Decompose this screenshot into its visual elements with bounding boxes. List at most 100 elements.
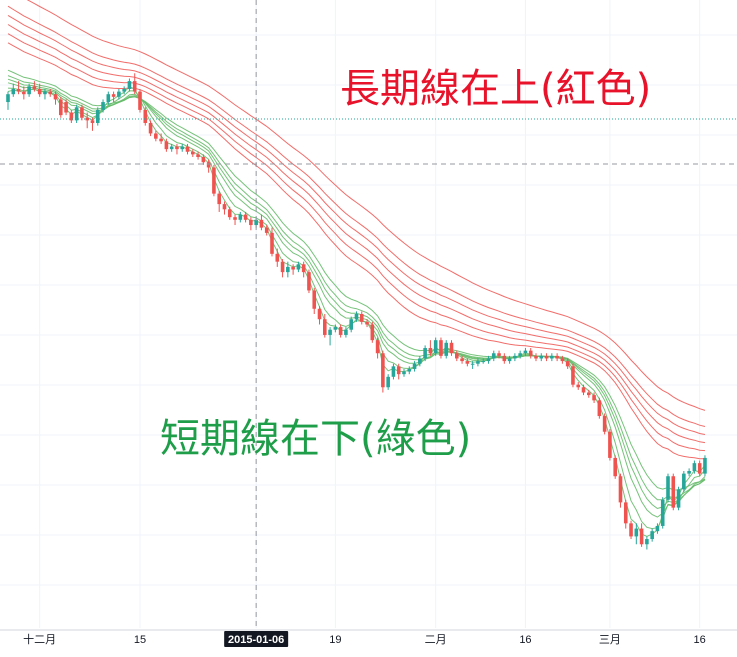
candle: [629, 520, 633, 540]
candle: [576, 382, 581, 390]
candle-body: [43, 91, 47, 95]
candle-body: [613, 457, 617, 477]
candle: [238, 211, 243, 223]
candle: [32, 81, 37, 92]
candle: [402, 368, 406, 377]
candle-body: [95, 109, 100, 123]
candle: [180, 143, 185, 152]
candle-body: [439, 340, 443, 356]
candle: [333, 324, 338, 333]
candle-body: [449, 342, 454, 354]
candle: [455, 350, 459, 362]
candles: [6, 73, 707, 550]
candle: [412, 361, 417, 372]
candle-body: [138, 91, 142, 110]
candle-body: [455, 353, 459, 359]
candle: [222, 201, 227, 215]
candle: [433, 337, 438, 356]
candle-body: [296, 264, 301, 270]
x-tick-label: 十二月: [23, 632, 56, 646]
candle: [491, 350, 496, 362]
candle-body: [338, 327, 343, 335]
candle-body: [618, 476, 623, 503]
candle: [217, 191, 221, 212]
candle: [592, 392, 596, 403]
candle-body: [127, 81, 132, 89]
candle-body: [671, 476, 676, 508]
candle: [317, 306, 322, 325]
candle: [206, 159, 211, 173]
candle: [618, 473, 623, 508]
candle-body: [528, 350, 533, 356]
x-tick-label: 16: [519, 634, 531, 646]
candle-body: [634, 528, 639, 537]
candle-body: [412, 363, 417, 369]
candle-body: [90, 120, 95, 123]
candle-body: [249, 219, 253, 226]
candle: [671, 473, 676, 511]
candle: [687, 468, 691, 477]
candle-body: [233, 217, 237, 220]
candle: [660, 497, 665, 529]
candle-body: [597, 400, 602, 417]
candle: [301, 261, 306, 278]
candle: [354, 311, 359, 322]
candle: [95, 107, 100, 126]
candle: [201, 154, 206, 165]
candle-body: [460, 358, 464, 362]
candle-body: [80, 107, 84, 118]
long-ma-line-35: [7, 33, 706, 452]
candle: [666, 473, 670, 503]
candle-body: [106, 94, 111, 103]
candle: [481, 358, 485, 364]
candle: [639, 523, 644, 547]
reference-lines: [0, 0, 737, 628]
candle: [286, 261, 290, 278]
candle: [159, 133, 163, 144]
candle: [486, 355, 491, 364]
candle: [64, 99, 68, 116]
candle-body: [323, 319, 327, 335]
candle: [544, 353, 549, 362]
annotation-long-ma: 長期線在上(紅色): [340, 66, 651, 112]
candle-body: [164, 141, 169, 150]
candle: [703, 455, 707, 477]
candle-body: [270, 232, 274, 254]
candle: [169, 143, 174, 152]
candle-body: [280, 261, 285, 273]
candle: [127, 78, 132, 92]
candle-body: [6, 94, 10, 103]
candle-body: [275, 253, 280, 262]
candle-body: [328, 329, 332, 335]
candle: [502, 353, 507, 364]
candle-body: [37, 88, 42, 95]
candle-body: [687, 471, 691, 474]
candle: [80, 104, 84, 121]
candle-body: [423, 348, 427, 359]
candle: [43, 88, 47, 100]
candle: [212, 164, 216, 197]
candle: [444, 340, 449, 359]
candle: [11, 83, 16, 97]
candle: [602, 413, 607, 435]
candle: [53, 91, 58, 105]
candle-body: [544, 355, 549, 359]
candle-body: [491, 353, 496, 359]
candle: [111, 91, 116, 103]
candle-body: [227, 209, 232, 218]
candle-body: [507, 358, 512, 362]
candle: [175, 143, 179, 155]
candle-body: [476, 361, 480, 364]
candle: [428, 340, 433, 356]
candle: [48, 88, 53, 97]
candle: [550, 353, 554, 362]
candle: [122, 86, 126, 95]
long-ma-line-60: [26, 0, 706, 411]
candle-body: [655, 525, 660, 532]
crosshair-date-label-bg: [224, 631, 289, 647]
candle: [396, 363, 401, 380]
candle-body: [169, 146, 174, 150]
candle-body: [64, 102, 68, 113]
candle: [560, 355, 565, 364]
